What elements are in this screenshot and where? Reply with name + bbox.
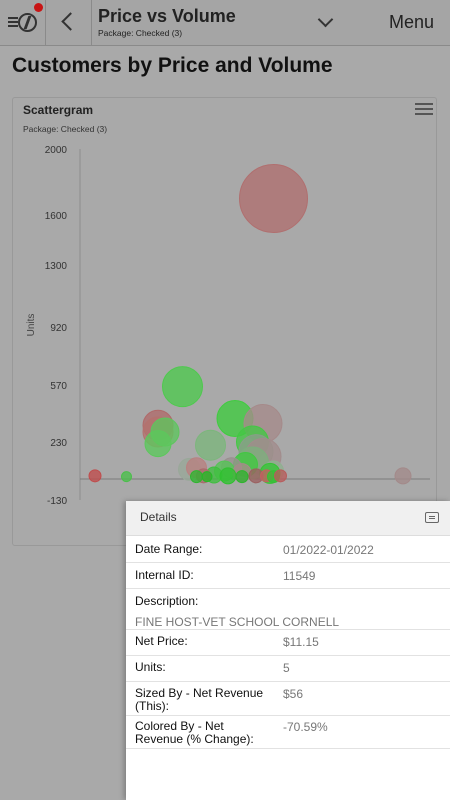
hamburger-icon xyxy=(8,17,18,19)
card-title: Scattergram xyxy=(23,103,94,117)
detail-row-net-price: Net Price: $11.15 xyxy=(126,630,450,656)
card-subtitle: Package: Checked (3) xyxy=(23,124,108,134)
y-tick-label: -130 xyxy=(47,496,67,507)
menu-button[interactable]: Menu xyxy=(389,12,435,32)
detail-row-internal-id: Internal ID: 11549 xyxy=(126,563,450,589)
y-tick-label: 230 xyxy=(50,438,67,449)
scatter-point[interactable] xyxy=(394,467,412,485)
scatter-point[interactable] xyxy=(239,164,308,233)
scatter-point[interactable] xyxy=(219,467,237,485)
y-tick-label: 2000 xyxy=(45,145,68,156)
detail-row-colored-by: Colored By - Net Revenue (% Change): -70… xyxy=(126,716,450,749)
page-header-subtitle: Package: Checked (3) xyxy=(98,28,183,38)
scatter-point[interactable] xyxy=(274,469,287,483)
details-title: Details xyxy=(140,510,177,524)
y-tick-label: 1600 xyxy=(45,211,68,222)
detail-value: FINE HOST-VET SCHOOL CORNELL xyxy=(135,615,340,629)
app-logo-icon xyxy=(18,13,37,32)
top-bar: Price vs Volume Package: Checked (3) Men… xyxy=(0,0,450,46)
detail-label: Units: xyxy=(135,660,166,674)
detail-row-date-range: Date Range: 01/2022-01/2022 xyxy=(126,536,450,563)
detail-label: Description: xyxy=(135,594,199,608)
scatter-point[interactable] xyxy=(190,470,203,484)
back-button[interactable] xyxy=(46,0,92,46)
details-header: Details xyxy=(126,501,450,536)
detail-value: $56 xyxy=(283,687,304,701)
detail-label: Date Range: xyxy=(135,542,203,556)
notification-dot xyxy=(34,3,43,12)
detail-value: $11.15 xyxy=(283,635,319,649)
page-title: Customers by Price and Volume xyxy=(12,54,333,77)
y-tick-label: 570 xyxy=(50,381,67,392)
detail-value: 11549 xyxy=(283,569,316,583)
hamburger-icon xyxy=(415,103,433,105)
detail-label: Net Price: xyxy=(135,634,188,648)
page-header-title: Price vs Volume xyxy=(98,6,236,26)
scatter-point[interactable] xyxy=(121,471,132,483)
card-menu-button[interactable] xyxy=(415,103,433,117)
detail-label: Colored By - Net Revenue (% Change): xyxy=(135,719,254,746)
detail-row-description: Description: FINE HOST-VET SCHOOL CORNEL… xyxy=(126,589,450,630)
detail-value: -70.59% xyxy=(283,720,328,734)
scatter-point[interactable] xyxy=(235,470,249,484)
scatter-point[interactable] xyxy=(88,469,102,483)
detail-value: 5 xyxy=(283,661,290,675)
app-menu-button[interactable] xyxy=(0,0,46,46)
detail-row-sized-by: Sized By - Net Revenue (This): $56 xyxy=(126,682,450,716)
y-axis-label: Units xyxy=(26,314,37,337)
hamburger-line xyxy=(415,108,433,110)
scatter-point[interactable] xyxy=(195,429,226,461)
y-tick-label: 1300 xyxy=(45,261,68,272)
details-panel: Details Date Range: 01/2022-01/2022 Inte… xyxy=(126,501,450,800)
comment-icon[interactable] xyxy=(425,512,439,523)
detail-row-units: Units: 5 xyxy=(126,656,450,682)
hamburger-line xyxy=(415,113,433,115)
detail-label: Sized By - Net Revenue (This): xyxy=(135,686,264,713)
detail-value: 01/2022-01/2022 xyxy=(283,543,374,557)
detail-label: Internal ID: xyxy=(135,568,194,582)
scatter-point[interactable] xyxy=(201,471,213,483)
scatter-point[interactable] xyxy=(162,366,203,408)
y-tick-label: 920 xyxy=(50,323,67,334)
scatter-point[interactable] xyxy=(144,430,172,458)
